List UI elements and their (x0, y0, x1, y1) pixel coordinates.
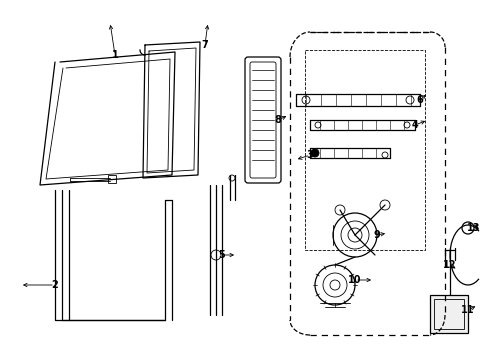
Text: 12: 12 (442, 260, 456, 270)
Bar (108, 175, 116, 183)
Text: 8: 8 (274, 115, 281, 125)
Bar (429, 295, 467, 333)
Text: 11: 11 (460, 305, 474, 315)
Text: 3: 3 (306, 150, 313, 160)
Text: 4: 4 (411, 120, 418, 130)
Text: 2: 2 (52, 280, 58, 290)
Text: 10: 10 (347, 275, 361, 285)
Text: 1: 1 (111, 50, 118, 60)
Text: 9: 9 (373, 230, 380, 240)
Text: 6: 6 (416, 95, 423, 105)
Text: 5: 5 (218, 250, 225, 260)
Text: 7: 7 (201, 40, 208, 50)
Circle shape (310, 149, 318, 157)
Text: 13: 13 (467, 223, 480, 233)
Bar (433, 299, 463, 329)
